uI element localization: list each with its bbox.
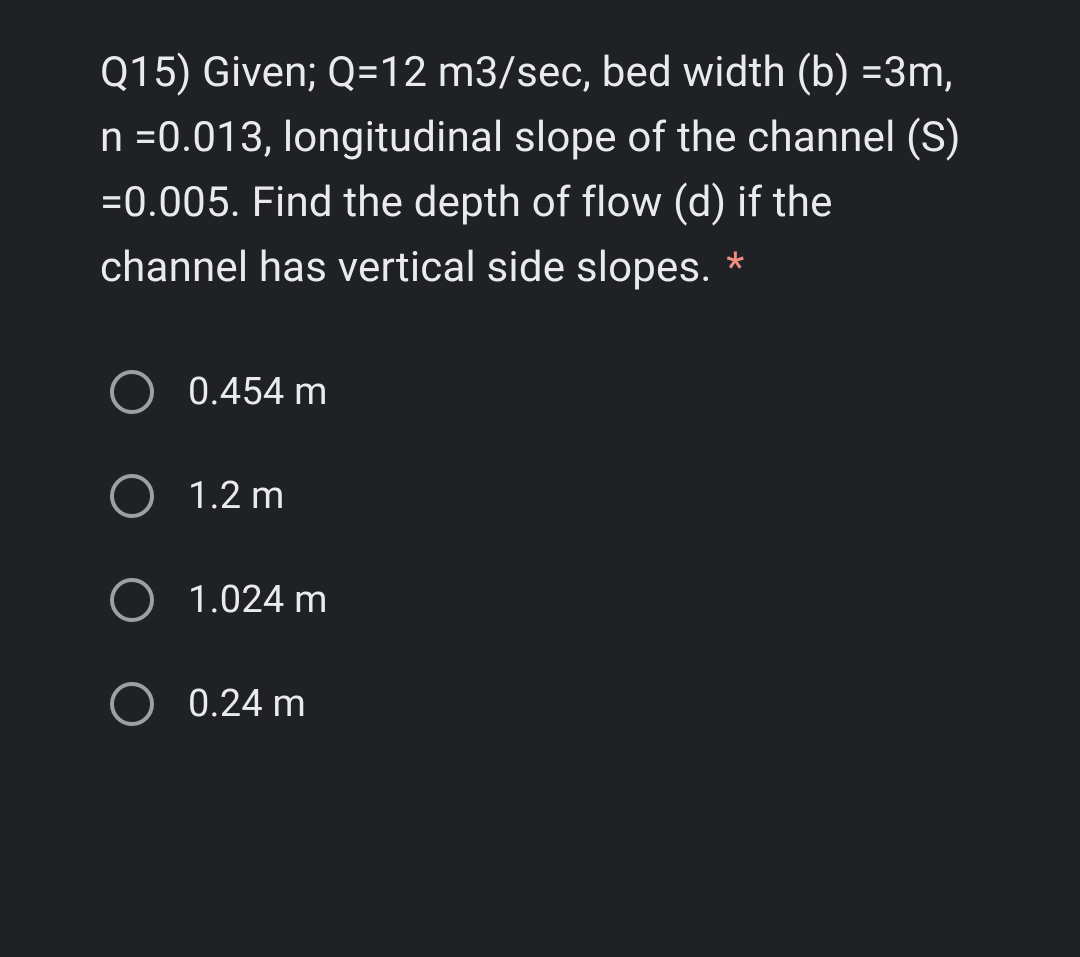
option-label-3: 0.24 m <box>188 682 306 726</box>
radio-icon <box>110 578 154 622</box>
option-3[interactable]: 0.24 m <box>110 682 980 726</box>
option-label-2: 1.024 m <box>188 578 328 622</box>
question-body: Q15) Given; Q=12 m3/sec, bed width (b) =… <box>100 48 961 292</box>
option-0[interactable]: 0.454 m <box>110 370 980 414</box>
question-container: Q15) Given; Q=12 m3/sec, bed width (b) =… <box>0 0 1080 766</box>
option-label-0: 0.454 m <box>188 370 328 414</box>
question-text: Q15) Given; Q=12 m3/sec, bed width (b) =… <box>100 40 980 300</box>
options-list: 0.454 m 1.2 m 1.024 m 0.24 m <box>100 370 980 726</box>
option-2[interactable]: 1.024 m <box>110 578 980 622</box>
radio-icon <box>110 682 154 726</box>
radio-icon <box>110 474 154 518</box>
radio-icon <box>110 370 154 414</box>
option-1[interactable]: 1.2 m <box>110 474 980 518</box>
required-star: * <box>726 243 744 292</box>
option-label-1: 1.2 m <box>188 474 284 518</box>
